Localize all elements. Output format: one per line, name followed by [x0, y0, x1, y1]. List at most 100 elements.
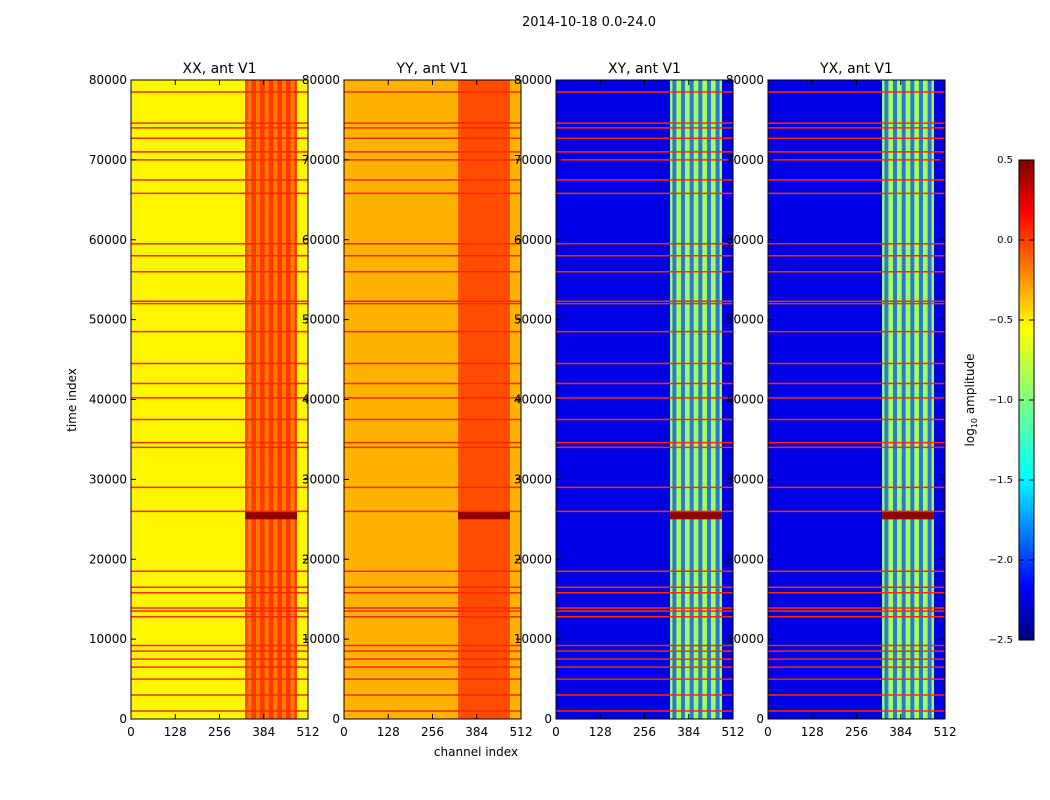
colorbar-tick-label: −1.5: [989, 475, 1013, 486]
heatmap-band: [245, 80, 297, 719]
y-tick-label: 30000: [302, 472, 340, 486]
y-tick-label: 50000: [726, 313, 764, 327]
x-tick-label: 256: [633, 725, 656, 739]
y-tick-label: 50000: [302, 313, 340, 327]
x-tick-label: 0: [127, 725, 135, 739]
y-tick-label: 10000: [302, 632, 340, 646]
colorbar-tick-label: 0.0: [997, 235, 1013, 246]
x-axis-label: channel index: [434, 745, 518, 759]
y-tick-label: 50000: [514, 313, 552, 327]
colorbar-tick-label: −2.0: [989, 555, 1013, 566]
y-tick-label: 40000: [302, 393, 340, 407]
colorbar-label-suffix: amplitude: [963, 354, 977, 418]
y-axis-label: time index: [65, 368, 79, 432]
y-tick-label: 50000: [89, 313, 127, 327]
x-tick-label: 384: [252, 725, 275, 739]
x-tick-label: 384: [889, 725, 912, 739]
x-tick-label: 256: [845, 725, 868, 739]
heatmap-stripe: [681, 80, 686, 719]
y-tick-label: 30000: [726, 472, 764, 486]
x-tick-label: 128: [801, 725, 824, 739]
heatmap-stripe: [706, 80, 711, 719]
colorbar-tick-label: −2.5: [989, 635, 1013, 646]
heatmap-band: [882, 80, 934, 719]
y-tick-label: 60000: [514, 233, 552, 247]
heatmap-hot-region: [882, 511, 934, 520]
y-tick-label: 80000: [726, 73, 764, 87]
y-tick-label: 0: [544, 712, 552, 726]
heatmap-stripe: [503, 80, 508, 719]
panel-3: XY, ant V1 0 128 256 384 512 0 10000 20000 30000 4…: [514, 61, 745, 739]
heatmap-stripe: [672, 80, 677, 719]
heatmap-hot-region: [245, 511, 297, 520]
y-tick-label: 20000: [302, 552, 340, 566]
panel-4: YX, ant V1 0 128 256 384 512 0 10000 20000 30000 4…: [726, 61, 957, 739]
panel-title: XY, ant V1: [608, 61, 681, 77]
heatmap-stripe: [460, 80, 465, 719]
heatmap-stripe: [273, 80, 278, 719]
y-tick-label: 40000: [514, 393, 552, 407]
y-tick-label: 60000: [726, 233, 764, 247]
y-tick-label: 80000: [302, 73, 340, 87]
heatmap-stripe: [494, 80, 499, 719]
y-tick-label: 0: [756, 712, 764, 726]
x-tick-label: 256: [208, 725, 231, 739]
heatmap-stripe: [918, 80, 923, 719]
y-tick-label: 20000: [726, 552, 764, 566]
panel-2: YY, ant V1 0 128 256 384 512 0 10000 20000 30000 4…: [302, 61, 533, 739]
x-tick-label: 512: [297, 725, 320, 739]
heatmap-stripe: [281, 80, 286, 719]
y-tick-label: 60000: [89, 233, 127, 247]
x-tick-label: 512: [722, 725, 745, 739]
colorbar-tick-label: −0.5: [989, 315, 1013, 326]
panel-title: XX, ant V1: [183, 61, 257, 77]
colorbar: 0.5 0.0 −0.5 −1.0 −1.5 −2.0 −2.5 log10 amplitu…: [963, 155, 1035, 646]
colorbar-label: log10 amplitude: [963, 354, 979, 447]
y-tick-label: 60000: [302, 233, 340, 247]
panels-group: XX, ant V1 0 128 256 384 512 0 10000 20000 30000 4…: [89, 61, 957, 739]
x-tick-label: 384: [465, 725, 488, 739]
heatmap-stripe: [884, 80, 889, 719]
figure-suptitle: 2014-10-18 0.0-24.0: [522, 15, 656, 30]
heatmap-stripe: [910, 80, 915, 719]
y-tick-label: 10000: [726, 632, 764, 646]
y-tick-label: 0: [332, 712, 340, 726]
heatmap-band: [670, 80, 722, 719]
heatmap-stripe: [477, 80, 482, 719]
y-tick-label: 40000: [89, 393, 127, 407]
y-tick-label: 40000: [726, 393, 764, 407]
x-tick-label: 0: [764, 725, 772, 739]
y-tick-label: 10000: [89, 632, 127, 646]
x-tick-label: 384: [677, 725, 700, 739]
y-tick-label: 30000: [514, 472, 552, 486]
heatmap-stripe: [247, 80, 252, 719]
y-tick-label: 0: [119, 712, 127, 726]
x-tick-label: 128: [589, 725, 612, 739]
heatmap-hot-region: [670, 511, 722, 520]
y-tick-label: 70000: [514, 153, 552, 167]
x-tick-label: 256: [421, 725, 444, 739]
x-tick-label: 0: [552, 725, 560, 739]
colorbar-tick-label: 0.5: [997, 155, 1013, 166]
heatmap-stripe: [698, 80, 703, 719]
panel-title: YY, ant V1: [396, 61, 469, 77]
y-tick-label: 20000: [89, 552, 127, 566]
y-tick-label: 70000: [302, 153, 340, 167]
x-tick-label: 128: [164, 725, 187, 739]
colorbar-ticks: 0.5 0.0 −0.5 −1.0 −1.5 −2.0 −2.5: [989, 155, 1034, 646]
y-tick-label: 70000: [89, 153, 127, 167]
heatmap-hot-region: [458, 511, 510, 520]
colorbar-label-main: log: [963, 428, 977, 446]
y-tick-label: 30000: [89, 472, 127, 486]
x-tick-label: 0: [340, 725, 348, 739]
heatmap-stripe: [469, 80, 474, 719]
x-tick-label: 512: [934, 725, 957, 739]
y-tick-label: 70000: [726, 153, 764, 167]
heatmap-stripe: [290, 80, 295, 719]
x-tick-label: 128: [377, 725, 400, 739]
y-tick-label: 10000: [514, 632, 552, 646]
colorbar-tick-label: −1.0: [989, 395, 1013, 406]
panel-1: XX, ant V1 0 128 256 384 512 0 10000 20000 30000 4…: [89, 61, 320, 739]
y-tick-label: 80000: [514, 73, 552, 87]
